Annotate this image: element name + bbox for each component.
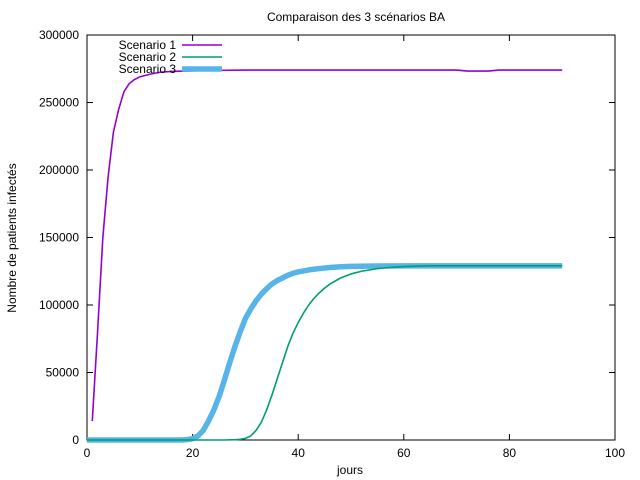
- y-tick-label: 250000: [39, 96, 79, 110]
- x-axis-ticks: 0 20 40 60 80 100: [84, 35, 625, 460]
- y-tick-label: 200000: [39, 163, 79, 177]
- y-tick-label: 100000: [39, 298, 79, 312]
- y-axis-ticks: 0 50000 100000 150000 200000 250000 300000: [39, 28, 615, 447]
- series-line-2: [87, 265, 563, 441]
- x-axis-label: jours: [336, 463, 363, 477]
- legend-label-1: Scenario 1: [119, 38, 177, 52]
- x-tick-label: 80: [503, 446, 517, 460]
- series-line-1: [91, 69, 563, 422]
- y-axis-label: Nombre de patients infectés: [5, 163, 19, 312]
- y-tick-label: 300000: [39, 28, 79, 42]
- x-tick-label: 20: [186, 446, 200, 460]
- x-tick-label: 40: [292, 446, 306, 460]
- x-tick-label: 60: [397, 446, 411, 460]
- plot-frame: [86, 34, 616, 441]
- series-line-3: [87, 263, 563, 443]
- x-tick-label: 0: [84, 446, 91, 460]
- y-tick-label: 0: [72, 433, 79, 447]
- x-tick-label: 100: [605, 446, 625, 460]
- series-layer: [87, 69, 563, 443]
- legend-label-2: Scenario 2: [119, 50, 177, 64]
- y-tick-label: 50000: [46, 366, 80, 380]
- legend-label-3: Scenario 3: [119, 62, 177, 76]
- y-tick-label: 150000: [39, 231, 79, 245]
- chart-title: Comparaison des 3 scénarios BA: [267, 10, 445, 24]
- plot-border: [86, 34, 616, 441]
